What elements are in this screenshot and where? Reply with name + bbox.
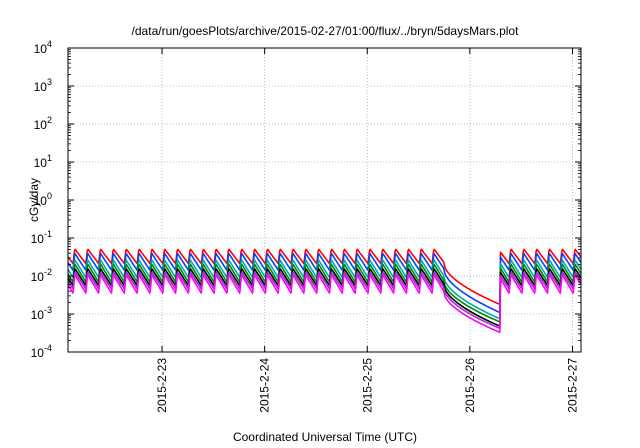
series-line-5 xyxy=(67,268,582,327)
chart-title: /data/run/goesPlots/archive/2015-02-27/0… xyxy=(132,24,520,38)
series-line-4 xyxy=(67,263,582,323)
tick-group: 10-4 10-3 10-2 10-1 100 101 102 103 104 2015-2-23… xyxy=(31,39,581,413)
y-tick-label: 100 xyxy=(34,191,52,208)
x-tick-label: 2015-2-25 xyxy=(360,358,374,413)
y-tick-label: 101 xyxy=(34,153,52,170)
x-tick-label: 2015-2-26 xyxy=(463,358,477,413)
x-tick-label: 2015-2-23 xyxy=(155,358,169,413)
y-tick-label: 104 xyxy=(34,39,52,56)
x-axis-label: Coordinated Universal Time (UTC) xyxy=(233,430,417,444)
grid xyxy=(68,48,581,352)
y-tick-label: 10-1 xyxy=(31,229,52,246)
series-line-1 xyxy=(67,248,582,306)
y-tick-label: 10-2 xyxy=(31,267,52,284)
series-line-2 xyxy=(67,253,582,314)
y-tick-label: 10-4 xyxy=(31,343,52,360)
y-tick-label: 102 xyxy=(34,115,52,132)
series-group xyxy=(67,248,582,334)
plot-frame xyxy=(67,47,582,353)
y-tick-label: 103 xyxy=(34,77,52,94)
y-tick-label: 10-3 xyxy=(31,305,52,322)
x-tick-label: 2015-2-24 xyxy=(258,358,272,413)
series-line-6 xyxy=(67,271,582,330)
y-axis-label: cGy/day xyxy=(27,178,41,222)
x-tick-label: 2015-2-27 xyxy=(565,358,579,413)
series-line-7 xyxy=(67,274,582,334)
series-line-3 xyxy=(67,259,582,320)
